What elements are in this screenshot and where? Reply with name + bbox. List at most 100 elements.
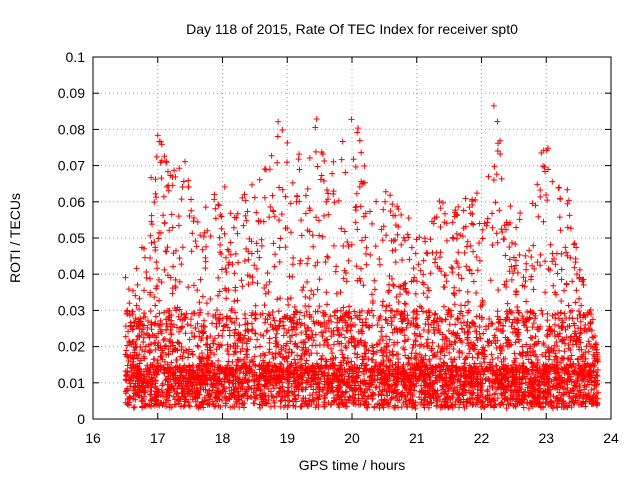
data-point bbox=[185, 284, 192, 291]
data-point bbox=[555, 322, 562, 329]
data-point bbox=[221, 230, 228, 237]
data-point bbox=[479, 235, 486, 242]
data-point bbox=[269, 351, 276, 358]
data-point bbox=[229, 403, 236, 410]
data-point bbox=[459, 339, 466, 346]
data-point bbox=[261, 194, 268, 201]
data-point bbox=[451, 284, 458, 291]
data-point bbox=[549, 178, 556, 185]
data-point bbox=[379, 237, 386, 244]
data-point bbox=[318, 355, 325, 362]
data-point bbox=[321, 381, 328, 388]
data-point bbox=[479, 316, 486, 323]
data-point bbox=[461, 360, 468, 367]
data-point bbox=[266, 346, 273, 353]
data-point bbox=[169, 290, 176, 297]
data-point bbox=[304, 260, 311, 267]
data-point bbox=[330, 158, 337, 165]
data-point bbox=[455, 271, 462, 278]
data-point bbox=[395, 355, 402, 362]
data-point bbox=[504, 397, 511, 404]
data-point bbox=[545, 265, 552, 272]
data-point bbox=[517, 209, 524, 216]
data-point bbox=[148, 341, 155, 348]
data-point bbox=[244, 393, 251, 400]
data-point bbox=[523, 260, 530, 267]
data-point bbox=[415, 261, 422, 268]
data-point bbox=[393, 386, 400, 393]
data-point bbox=[459, 233, 466, 240]
data-point bbox=[429, 339, 436, 346]
data-point bbox=[199, 329, 206, 336]
data-point bbox=[529, 262, 536, 269]
data-point bbox=[125, 286, 132, 293]
data-point bbox=[497, 350, 504, 357]
data-point bbox=[174, 397, 181, 404]
data-point bbox=[284, 312, 291, 319]
data-point bbox=[377, 361, 384, 368]
data-point bbox=[227, 210, 234, 217]
data-point bbox=[144, 318, 151, 325]
data-point bbox=[258, 242, 265, 249]
data-point bbox=[231, 270, 238, 277]
data-point bbox=[241, 332, 248, 339]
data-point bbox=[215, 332, 222, 339]
data-point bbox=[528, 253, 535, 260]
data-point bbox=[223, 295, 230, 302]
data-point bbox=[582, 349, 589, 356]
data-point bbox=[530, 286, 537, 293]
data-point bbox=[239, 339, 246, 346]
data-point bbox=[243, 217, 250, 224]
data-point bbox=[187, 322, 194, 329]
data-point bbox=[450, 388, 457, 395]
data-point bbox=[558, 298, 565, 305]
data-point bbox=[302, 379, 309, 386]
data-point bbox=[273, 330, 280, 337]
data-point bbox=[197, 276, 204, 283]
data-point bbox=[494, 147, 501, 154]
data-point bbox=[278, 211, 285, 218]
data-point bbox=[249, 181, 256, 188]
data-point bbox=[500, 401, 507, 408]
data-point bbox=[151, 239, 158, 246]
data-point bbox=[470, 221, 477, 228]
data-point bbox=[450, 290, 457, 297]
data-point bbox=[251, 353, 258, 360]
data-point bbox=[244, 326, 251, 333]
data-point bbox=[457, 231, 464, 238]
data-point bbox=[224, 347, 231, 354]
data-point bbox=[553, 338, 560, 345]
data-point bbox=[530, 347, 537, 354]
data-point bbox=[441, 352, 448, 359]
data-point bbox=[268, 152, 275, 159]
data-point bbox=[389, 247, 396, 254]
data-point bbox=[543, 192, 550, 199]
data-point bbox=[566, 212, 573, 219]
data-point bbox=[185, 177, 192, 184]
data-point bbox=[397, 291, 404, 298]
data-point bbox=[411, 330, 418, 337]
data-point bbox=[179, 244, 186, 251]
data-point bbox=[392, 259, 399, 266]
data-point bbox=[222, 285, 229, 292]
data-point bbox=[225, 286, 232, 293]
data-point bbox=[540, 163, 547, 170]
data-point bbox=[153, 194, 160, 201]
data-point bbox=[544, 331, 551, 338]
data-point bbox=[387, 357, 394, 364]
data-point bbox=[213, 346, 220, 353]
data-point bbox=[134, 333, 141, 340]
data-point bbox=[323, 289, 330, 296]
data-point bbox=[558, 266, 565, 273]
data-point bbox=[570, 386, 577, 393]
data-point bbox=[148, 174, 155, 181]
data-point bbox=[554, 270, 561, 277]
data-point bbox=[335, 379, 342, 386]
data-point bbox=[324, 196, 331, 203]
data-point bbox=[576, 295, 583, 302]
data-point bbox=[484, 388, 491, 395]
data-point bbox=[321, 212, 328, 219]
data-point bbox=[564, 186, 571, 193]
data-point bbox=[592, 340, 599, 347]
data-point bbox=[455, 203, 462, 210]
